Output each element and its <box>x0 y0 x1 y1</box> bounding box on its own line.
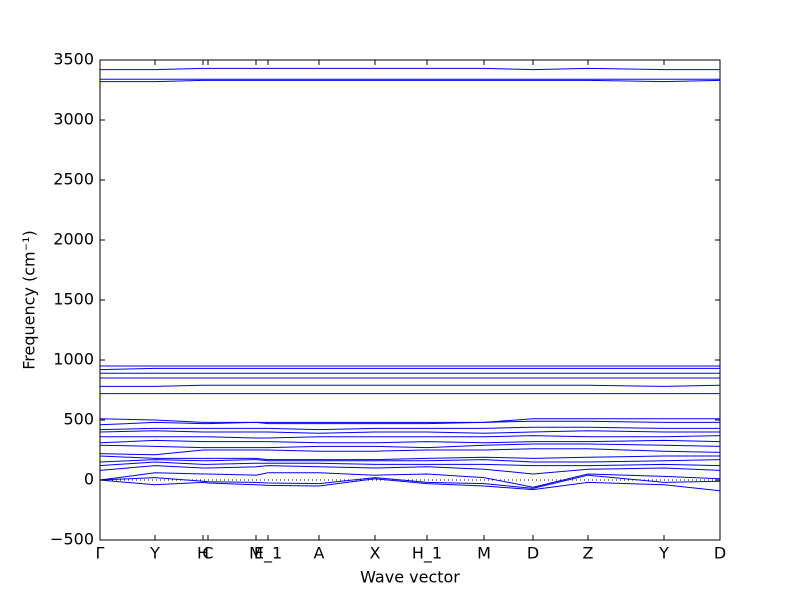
y-tick-label: 3000 <box>53 110 94 129</box>
x-tick-label: Y <box>658 544 669 563</box>
band-line <box>99 455 720 461</box>
y-axis-label: Frequency (cm⁻¹) <box>20 230 39 369</box>
y-tick-label: 500 <box>63 410 94 429</box>
x-tick-label: Γ <box>96 544 105 563</box>
x-tick-label: D <box>527 544 539 563</box>
band-line <box>99 459 721 463</box>
x-tick-label: H_1 <box>412 544 442 564</box>
band-line <box>99 418 720 423</box>
band-line <box>99 474 721 489</box>
y-tick-label: 0 <box>84 470 94 489</box>
band-line <box>100 67 720 71</box>
x-axis-label: Wave vector <box>360 568 460 587</box>
plot-frame <box>99 59 721 541</box>
x-tick-label: H <box>197 544 209 563</box>
band-line <box>100 435 721 439</box>
x-tick-label: M <box>249 544 263 563</box>
x-tick-label: E_1 <box>254 544 282 564</box>
y-tick-label: 2000 <box>53 230 94 249</box>
band-line <box>100 79 721 83</box>
x-tick-label: Y <box>149 544 160 563</box>
x-tick-label: C <box>202 544 213 563</box>
y-tick-label: −500 <box>50 530 94 549</box>
x-tick-label: D <box>714 544 726 563</box>
band-line <box>99 430 720 434</box>
band-line <box>99 461 721 467</box>
band-line <box>99 420 720 426</box>
y-tick-label: 1500 <box>53 290 94 309</box>
band-line <box>99 443 721 449</box>
x-tick-label: X <box>370 544 381 563</box>
x-tick-label: A <box>314 544 325 563</box>
band-line <box>99 472 721 488</box>
x-tick-label: M <box>477 544 491 563</box>
band-line <box>99 367 720 371</box>
x-tick-label: Z <box>583 544 594 563</box>
band-line <box>99 465 721 475</box>
y-tick-label: 3500 <box>53 50 94 69</box>
y-tick-label: 1000 <box>53 350 94 369</box>
band-line <box>99 426 720 431</box>
band-line <box>99 478 721 492</box>
y-tick-label: 2500 <box>53 170 94 189</box>
band-line <box>99 448 721 456</box>
band-line <box>99 439 721 444</box>
band-line <box>100 384 721 387</box>
